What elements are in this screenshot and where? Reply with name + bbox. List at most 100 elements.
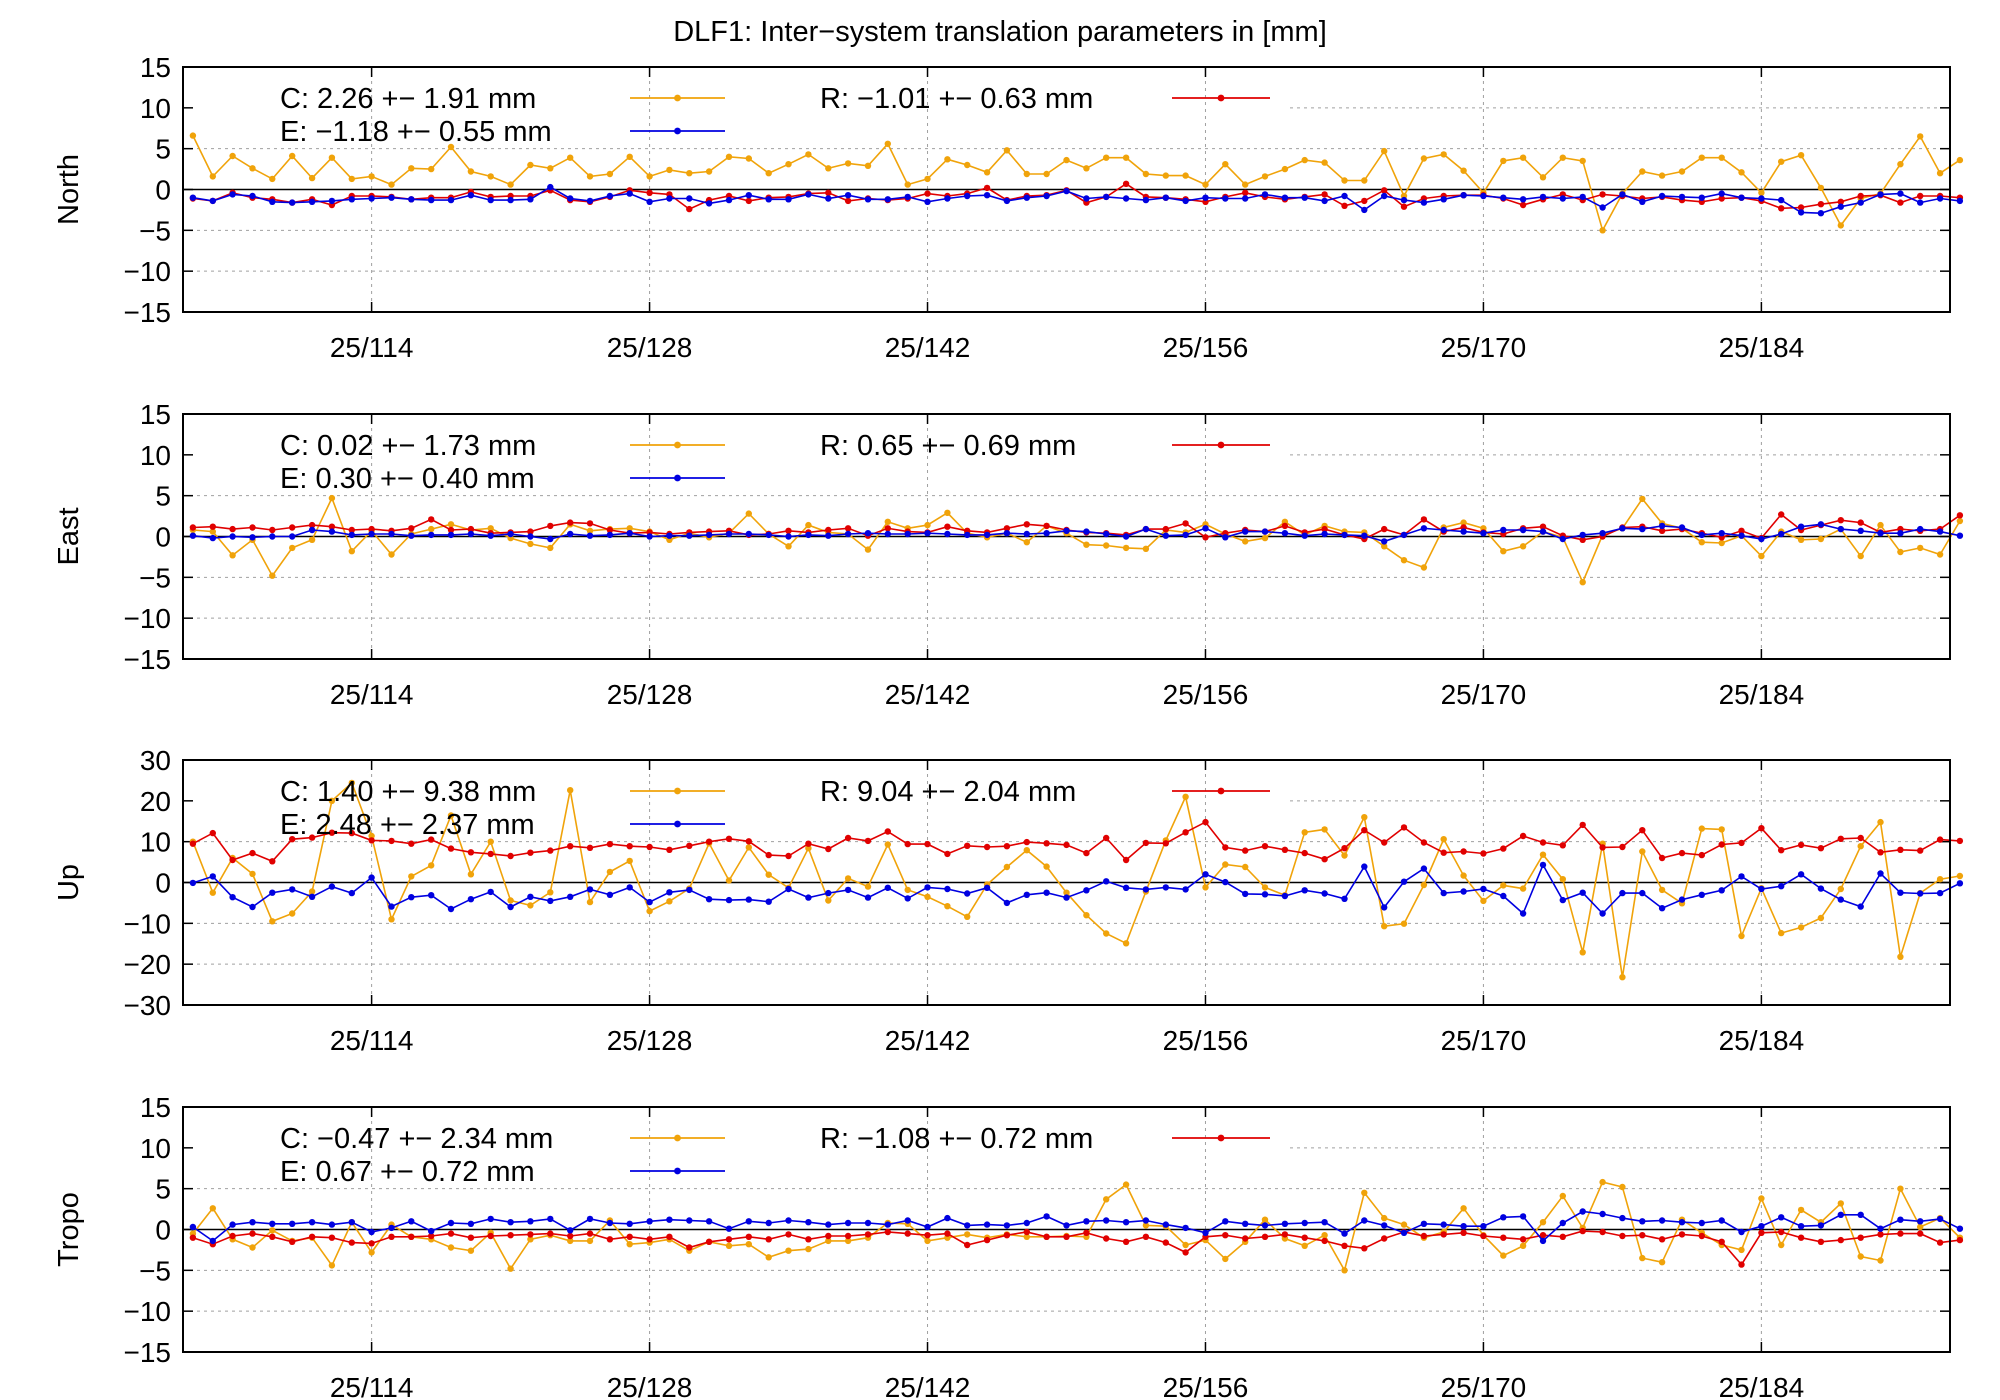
series-c [189, 494, 1964, 586]
series-r-point [1599, 1228, 1606, 1236]
series-e-point [1778, 196, 1785, 204]
series-r-point [964, 1241, 971, 1249]
series-c-point [626, 857, 633, 865]
series-r-point [1261, 843, 1269, 850]
series-r-point [209, 829, 216, 837]
series-e-point [269, 533, 276, 540]
series-e-point [1559, 195, 1567, 202]
series-e-point [864, 196, 872, 203]
legend-swatch-point [1217, 94, 1225, 102]
series-r-point [1718, 195, 1725, 202]
x-tick-label: 25/170 [1441, 332, 1527, 363]
series-e-point [1718, 1217, 1725, 1224]
series-c-point [1956, 156, 1964, 164]
series-r-point [686, 842, 693, 849]
series-c-point [1559, 1192, 1567, 1200]
series-r-point [1162, 840, 1170, 847]
series-c-point [785, 161, 792, 168]
series-e-point [884, 530, 891, 538]
y-tick-label: 0 [155, 1215, 171, 1246]
series-e-point [1003, 899, 1011, 907]
series-e-point [308, 198, 316, 205]
series-e-point [249, 903, 256, 911]
series-e-point [1778, 530, 1785, 538]
series-r-point [1698, 1232, 1706, 1240]
series-r-point [269, 1233, 276, 1241]
series-c-point [606, 868, 614, 876]
series-c-point [805, 521, 812, 529]
series-e-point [1500, 194, 1507, 201]
series-e-point [1420, 525, 1428, 532]
series-r-point [884, 1228, 891, 1236]
series-e-point [1857, 199, 1864, 206]
series-c-point [586, 898, 594, 906]
series-c-point [1579, 579, 1586, 586]
series-c-point [1341, 177, 1348, 184]
legend-label-e: E: −1.18 +− 0.55 mm [280, 116, 552, 148]
legend-swatch-point [674, 787, 681, 795]
series-c-point [825, 1237, 832, 1245]
y-tick-label: 0 [155, 868, 171, 899]
series-r-point [428, 836, 435, 843]
series-c-point [864, 162, 872, 169]
series-c-point [1043, 170, 1050, 178]
series-r-point [467, 525, 475, 533]
series-e-point [1579, 193, 1586, 201]
series-r-point [586, 520, 594, 527]
series-r-point [1361, 827, 1368, 834]
series-r-point [527, 849, 534, 856]
series-c-point [904, 886, 911, 894]
series-c-point [1519, 543, 1527, 550]
series-c-point [1698, 154, 1706, 161]
series-c-point [229, 152, 236, 160]
series-e-point [1797, 871, 1805, 878]
series-e-point [1261, 191, 1269, 198]
series-r-point [1242, 847, 1249, 854]
series-c-point [447, 143, 455, 151]
series-e-point [904, 895, 911, 902]
series-e-point [1023, 1219, 1030, 1227]
series-e-point [567, 530, 574, 538]
series-e-point [1400, 878, 1408, 885]
series-c-point [467, 1247, 475, 1254]
series-c-point [1162, 172, 1170, 179]
series-r-point [586, 844, 594, 851]
series-e-point [249, 1219, 256, 1226]
y-tick-label: −10 [124, 908, 172, 939]
series-r-point [1619, 1232, 1626, 1240]
series-e-point [1043, 1213, 1050, 1220]
series-c-point [1778, 1241, 1785, 1249]
series-r-point [1321, 856, 1328, 863]
series-c-point [1222, 1255, 1229, 1263]
series-r-point [1083, 849, 1090, 857]
series-r-point [1381, 187, 1388, 194]
series-e-point [547, 1215, 554, 1223]
series-e-point [269, 198, 276, 205]
series-e-point [1956, 532, 1964, 539]
series-e-point [705, 896, 713, 903]
series-r-point [1579, 1227, 1586, 1235]
series-e-point [626, 190, 633, 197]
series-c-point [447, 812, 455, 819]
legend-label-e: E: 2.48 +− 2.37 mm [280, 809, 535, 841]
series-r-point [249, 849, 256, 857]
y-tick-label: 30 [140, 745, 171, 776]
x-tick-label: 25/142 [885, 1372, 971, 1400]
series-r-point [983, 843, 991, 851]
series-e-point [527, 196, 534, 203]
series-e-point [944, 195, 951, 202]
series-c-point [428, 862, 435, 869]
panel-up: 30 20 10 0 −10 −20 −30 25/114 25/128 25/142 25/156… [53, 745, 1964, 1056]
series-e-point [1917, 525, 1924, 533]
series-r-point [1936, 836, 1944, 843]
series-r-point [844, 834, 852, 842]
series-r-point [1738, 1261, 1745, 1268]
series-e-point [1460, 1223, 1467, 1230]
series-r-point [1480, 1232, 1487, 1240]
series-e-point [467, 1220, 475, 1228]
x-tick-label: 25/184 [1719, 679, 1805, 710]
x-tick-label: 25/128 [607, 1372, 693, 1400]
series-e-point [1281, 194, 1289, 201]
series-c-point [289, 152, 296, 160]
series-c-point [1023, 170, 1030, 178]
